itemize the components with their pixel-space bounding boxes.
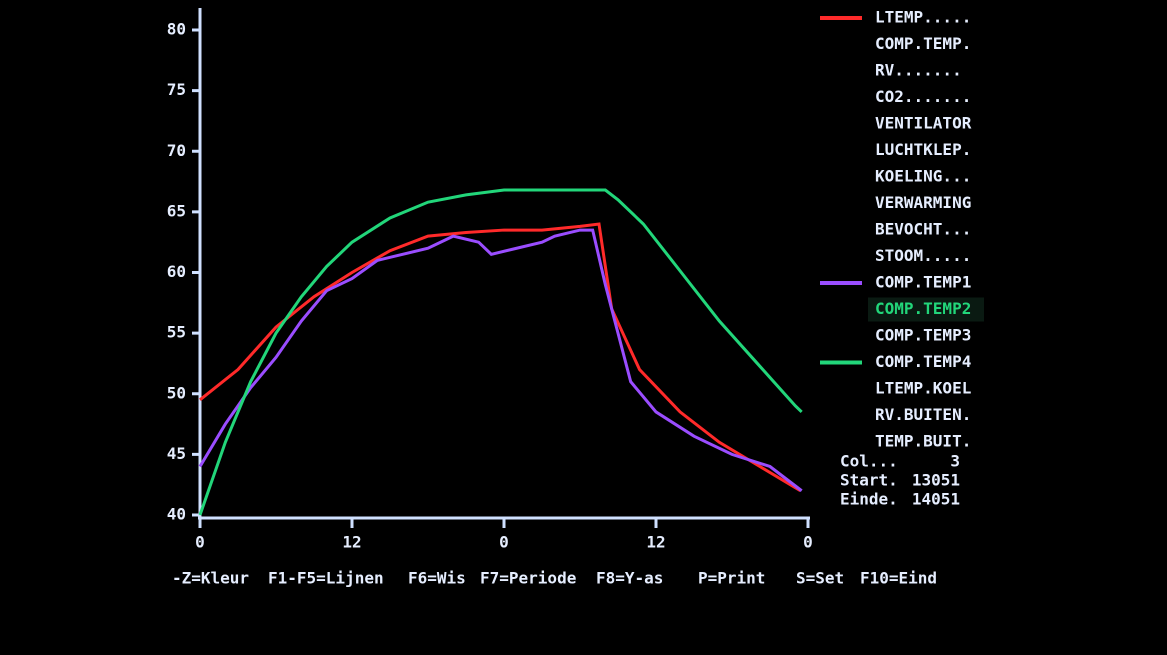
- y-tick-label: 65: [167, 201, 186, 220]
- series-line: [198, 188, 803, 516]
- menu-item[interactable]: F6=Wis: [408, 569, 466, 588]
- panel-item: STOOM.....: [875, 246, 971, 265]
- panel-item: RV.BUITEN.: [875, 405, 971, 424]
- panel-item: VERWARMING: [875, 193, 971, 212]
- series-line: [198, 228, 803, 492]
- panel-item: COMP.TEMP2: [875, 299, 971, 318]
- panel-item: CO2.......: [875, 87, 971, 106]
- panel-item: BEVOCHT...: [875, 220, 971, 239]
- panel-item: COMP.TEMP.: [875, 34, 971, 53]
- panel-item: KOELING...: [875, 167, 971, 186]
- y-tick-label: 55: [167, 323, 186, 342]
- y-tick-label: 80: [167, 20, 186, 39]
- panel-item: LTEMP.....: [875, 8, 971, 27]
- y-tick-label: 50: [167, 383, 186, 402]
- menu-item[interactable]: -Z=Kleur: [172, 569, 249, 588]
- menu-item[interactable]: F8=Y-as: [596, 569, 663, 588]
- y-tick-label: 70: [167, 141, 186, 160]
- series-line: [199, 222, 802, 493]
- x-tick-label: 12: [646, 533, 665, 552]
- highlight: [868, 297, 984, 322]
- menu-item[interactable]: S=Set: [796, 569, 844, 588]
- menu-item[interactable]: F1-F5=Lijnen: [268, 569, 384, 588]
- y-tick-label: 60: [167, 262, 186, 281]
- panel-item: RV.......: [875, 61, 962, 80]
- panel-item: TEMP.BUIT.: [875, 432, 971, 451]
- panel-item: COMP.TEMP3: [875, 326, 971, 345]
- info-value: 13051: [912, 471, 960, 490]
- y-tick-label: 75: [167, 80, 186, 99]
- x-tick-label: 0: [195, 533, 205, 552]
- panel-item: COMP.TEMP1: [875, 273, 971, 292]
- info-label: Col...: [840, 452, 898, 471]
- y-tick-label: 40: [167, 505, 186, 524]
- panel-item: VENTILATOR: [875, 114, 972, 133]
- x-tick-label: 0: [803, 533, 813, 552]
- menu-item[interactable]: F7=Periode: [480, 569, 576, 588]
- menu-item[interactable]: P=Print: [698, 569, 765, 588]
- info-label: Einde.: [840, 490, 898, 509]
- menu-item[interactable]: F10=Eind: [860, 569, 937, 588]
- info-value: 14051: [912, 490, 960, 509]
- x-tick-label: 0: [499, 533, 509, 552]
- info-label: Start.: [840, 471, 898, 490]
- panel-item: LTEMP.KOEL: [875, 379, 971, 398]
- panel-item: COMP.TEMP4: [875, 352, 971, 371]
- y-tick-label: 45: [167, 444, 186, 463]
- x-tick-label: 12: [342, 533, 361, 552]
- panel-item: LUCHTKLEP.: [875, 140, 971, 159]
- info-value: 3: [950, 452, 960, 471]
